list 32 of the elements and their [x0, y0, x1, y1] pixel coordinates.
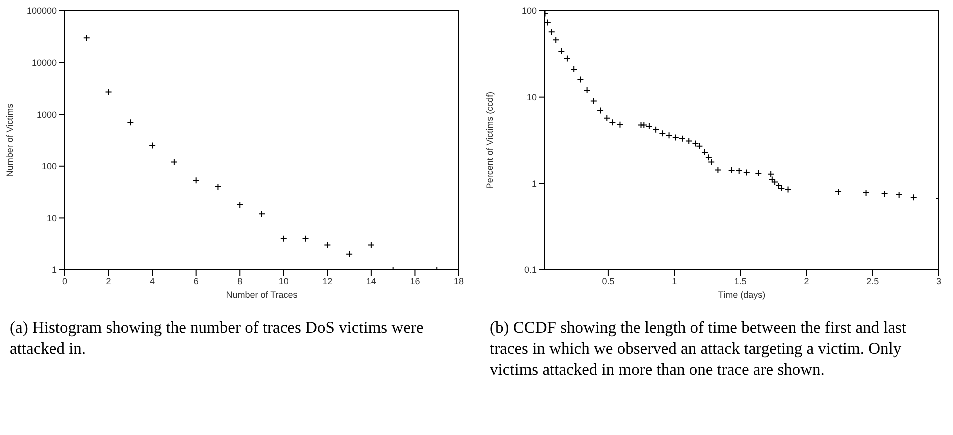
y-tick-label: 1000 [36, 110, 57, 120]
y-tick-label: 100 [42, 162, 57, 172]
y-axis-title: Number of Victims [5, 103, 16, 178]
x-tick-label: 1 [672, 276, 678, 286]
y-axis-title: Percent of Victims (ccdf) [485, 92, 496, 190]
y-tick-label: 0.1 [524, 265, 537, 276]
x-tick-label: 12 [322, 276, 333, 286]
y-tick-label: 100 [522, 6, 537, 16]
x-tick-label: 0.5 [602, 276, 615, 286]
x-tick-label: 16 [410, 276, 420, 286]
x-tick-label: 10 [278, 276, 289, 286]
y-tick-label: 10 [46, 213, 57, 224]
y-tick-label: 1 [532, 178, 537, 189]
x-tick-label: 1.5 [734, 276, 747, 286]
x-tick-label: 4 [150, 276, 156, 286]
x-tick-label: 8 [238, 276, 243, 286]
x-axis-title: Time (days) [718, 290, 766, 300]
text: (a) Histogram showing the number of traces DoS victims were attacked in. [9, 317, 425, 359]
x-axis-title: Number of Traces [226, 290, 298, 300]
x-tick-label: 2.5 [866, 276, 880, 286]
x-tick-label: 18 [454, 276, 464, 286]
x-tick-label: 3 [936, 276, 942, 286]
y-tick-label: 100000 [26, 6, 57, 16]
x-tick-label: 14 [366, 276, 376, 286]
y-tick-label: 1 [52, 265, 57, 276]
text: (b) CCDF showing the length of time between the first and last traces in which we observed an attack targeting a victim. Only victims attacked in more than one trace are shown. [489, 317, 908, 380]
y-tick-label: 10000 [32, 58, 57, 68]
x-tick-label: 6 [194, 276, 199, 286]
y-tick-label: 10 [526, 92, 537, 103]
x-tick-label: 2 [106, 276, 112, 286]
x-tick-label: 0 [62, 276, 68, 286]
x-tick-label: 2 [804, 276, 810, 286]
